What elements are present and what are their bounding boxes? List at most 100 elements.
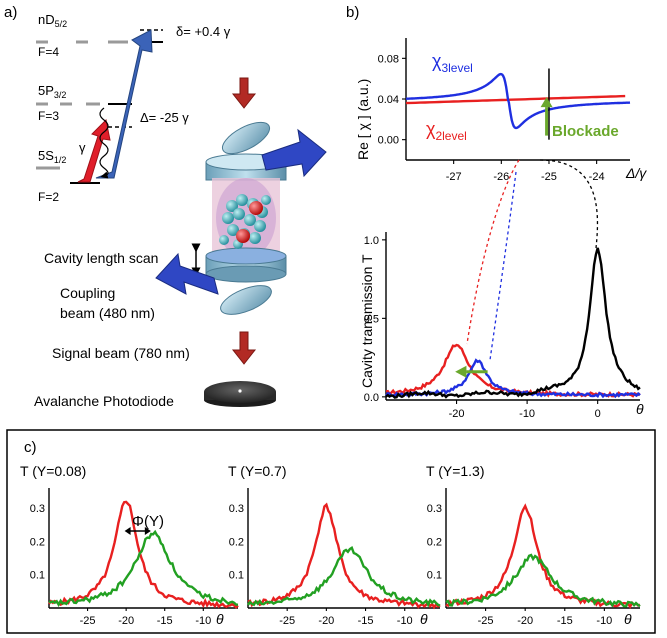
series-line-red (48, 500, 239, 609)
coupling-label-2: beam (480 nm) (60, 305, 155, 321)
x-axis-label: θ (624, 611, 632, 627)
level-F4-label: F=4 (38, 45, 59, 59)
y-tick-label: 0.2 (229, 536, 244, 548)
y-tick-label: 0.08 (378, 53, 399, 65)
series-line-red (445, 503, 641, 610)
phase-shift-arrow-head (144, 527, 151, 535)
level-5P-label: 5P3/2 (38, 83, 66, 100)
x-tick-label: -20 (318, 615, 334, 627)
chart-title: T (Y=1.3) (426, 463, 485, 479)
connector-blue (489, 171, 517, 361)
x-tick-label: -25 (279, 615, 295, 627)
x-tick-label: -26 (493, 171, 509, 183)
chart-title: T (Y=0.7) (228, 463, 287, 479)
x-axis-label: θ (216, 611, 224, 627)
coupling-beam-arrow-out (155, 252, 219, 295)
series-line-green (247, 545, 441, 608)
series-line-green (48, 529, 239, 608)
x-axis-label: Δ/γ (625, 165, 647, 181)
panel-c: c) -25 -20 -15 -10 0.3 0.2 0.1 T (Y=0.08) Φ(Y)… (6, 429, 656, 634)
decay-arrow (99, 107, 109, 179)
rydberg-atom (236, 229, 250, 243)
y-tick-label: 0.3 (30, 503, 45, 515)
panel-b: b) -27 -26 -25 -240.080.040.00 Re [ χ ] (a.… (346, 4, 647, 420)
x-tick-label: -10 (195, 615, 211, 627)
chart-c-y07: -25 -20 -15 -10 0.3 0.2 0.1 T (Y=0.7) θ (228, 463, 441, 627)
phase-shift-annotation: Φ(Y) (132, 513, 164, 530)
probe-transition-arrow (77, 118, 111, 183)
level-F2-label: F=2 (38, 190, 59, 204)
atom-cloud (219, 194, 271, 249)
series-line-blue (385, 358, 641, 399)
x-axis-label: θ (420, 611, 428, 627)
top-mirror (221, 121, 271, 155)
blockade-arrow-head (540, 96, 553, 108)
coupling-transition-arrow (95, 29, 153, 179)
panel-c-frame (6, 429, 656, 634)
signal-output-arrow (231, 331, 257, 365)
connector-red (466, 159, 520, 345)
series-line-green (445, 553, 641, 608)
x-tick-label: -20 (449, 408, 465, 420)
cavity-setup-illustration: Cavity length scan Coupling beam (480 nm… (34, 77, 327, 409)
x-tick-label: -15 (358, 615, 374, 627)
chart-c-y008: -25 -20 -15 -10 0.3 0.2 0.1 T (Y=0.08) Φ(Y) θ (20, 463, 239, 627)
bottom-mirror (220, 285, 272, 315)
y-axis-label: Cavity transmission T (359, 254, 375, 388)
x-tick-label: -15 (557, 615, 573, 627)
shift-arrow-head (455, 365, 467, 378)
chart-cavity-transmission: -20 -10 0 1.0 0.5 0.0 Cavity transmission T θ (359, 159, 644, 420)
detector-aperture (238, 389, 242, 393)
y-tick-label: 0.3 (229, 503, 244, 515)
legend-chi-2level: χ2level (426, 119, 467, 143)
phase-shift-arrow-head (124, 527, 131, 535)
level-nD-label: nD5/2 (38, 12, 67, 29)
y-axis-label: Re [ χ ] (a.u.) (355, 79, 371, 160)
x-tick-label: -10 (596, 615, 612, 627)
detuning-small-delta: δ= +0.4 γ (176, 24, 231, 39)
signal-input-arrow (231, 77, 257, 109)
panel-label-a: a) (4, 4, 17, 21)
y-tick-label: 0.1 (229, 570, 244, 582)
y-tick-label: 0.1 (427, 570, 442, 582)
panel-a: a) nD5/2 F=4 5P3/2 F=3 5S1/2 F=2 (4, 4, 327, 409)
x-tick-label: -10 (519, 408, 535, 420)
x-tick-label: -10 (397, 615, 413, 627)
y-tick-label: 0.2 (30, 536, 45, 548)
x-tick-label: 0 (595, 408, 601, 420)
y-tick-label: 0.00 (378, 135, 399, 147)
coupling-beam-arrow-in (261, 128, 327, 178)
detector-label: Avalanche Photodiode (34, 393, 174, 409)
x-tick-label: -20 (517, 615, 533, 627)
series-line-black (385, 247, 641, 399)
connector-black (539, 159, 599, 249)
level-F3-label: F=3 (38, 109, 59, 123)
x-tick-label: -24 (589, 171, 605, 183)
legend-chi-3level: χ3level (432, 51, 473, 75)
x-axis-label: θ (636, 401, 644, 417)
series-line-chi-2level (405, 94, 626, 105)
x-tick-label: -15 (157, 615, 173, 627)
cavity-bottom-face (205, 247, 287, 265)
chart-title: T (Y=0.08) (20, 463, 86, 479)
detuning-big-delta: Δ= -25 γ (140, 110, 189, 125)
coupling-label-1: Coupling (60, 285, 115, 301)
y-tick-label: 0.1 (30, 570, 45, 582)
x-tick-label: -27 (446, 171, 462, 183)
x-tick-label: -25 (478, 615, 494, 627)
gamma-label: γ (79, 140, 86, 155)
y-tick-label: 0.0 (364, 392, 379, 404)
y-tick-label: 0.5 (364, 313, 379, 325)
blockade-annotation: Blockade (552, 123, 619, 140)
chart-susceptibility: -27 -26 -25 -24 0.08 0.04 0.00 Re [ χ ] (a.u.)… (355, 38, 647, 183)
panel-label-c: c) (24, 439, 37, 456)
energy-level-diagram: nD5/2 F=4 5P3/2 F=3 5S1/2 F=2 δ= +0.4 γ … (36, 12, 231, 204)
y-tick-label: 0.04 (378, 94, 399, 106)
cavity-scan-label: Cavity length scan (44, 250, 158, 266)
series-line-chi-3level (405, 72, 631, 130)
y-tick-label: 1.0 (364, 235, 379, 247)
x-tick-label: -20 (118, 615, 134, 627)
x-tick-label: -25 (541, 171, 557, 183)
x-tick-label: -25 (80, 615, 96, 627)
level-5S-label: 5S1/2 (38, 148, 66, 165)
